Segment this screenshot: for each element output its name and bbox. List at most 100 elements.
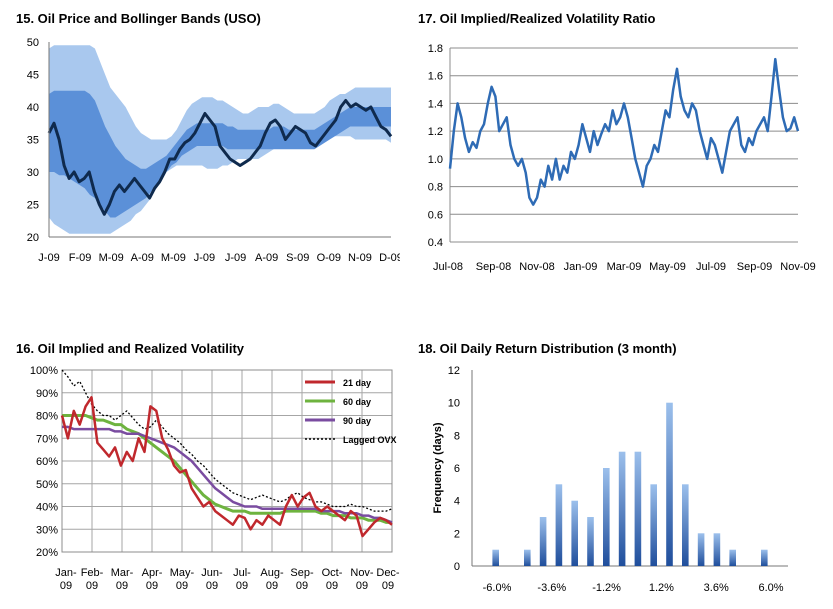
dist-bar xyxy=(634,451,642,566)
dist-x-tick-label: -3.6% xyxy=(537,582,566,594)
uso-y-tick-label: 30 xyxy=(27,167,39,179)
vol-y-tick-label: 100% xyxy=(30,365,58,377)
ratio-y-tick-label: 0.4 xyxy=(428,237,443,249)
uso-x-tick-label: F-09 xyxy=(69,252,92,264)
dist-x-tick-label: 3.6% xyxy=(704,582,729,594)
dist-bar xyxy=(666,402,673,566)
uso-x-tick-label: N-09 xyxy=(348,252,372,264)
uso-x-tick-label: A-09 xyxy=(131,252,154,264)
uso-x-tick-label: J-09 xyxy=(194,252,215,264)
uso-y-tick-label: 25 xyxy=(27,200,39,212)
vol-x-tick-label: Aug-09 xyxy=(260,567,284,592)
vol-x-tick-label: Dec-09 xyxy=(376,567,400,592)
vol-chart-title: 16. Oil Implied and Realized Volatility xyxy=(16,341,245,356)
ratio-x-tick-label: Jan-09 xyxy=(564,261,598,273)
vol-legend-label: 60 day xyxy=(343,397,371,407)
vol-y-tick-label: 80% xyxy=(36,411,58,423)
vol-x-tick-label: May-09 xyxy=(170,567,195,592)
uso-x-tick-label: D-09 xyxy=(379,252,400,264)
vol-chart-panel: 16. Oil Implied and Realized Volatility … xyxy=(0,330,410,609)
vol-legend-label: Lagged OVX xyxy=(343,435,397,445)
dist-x-tick-label: -6.0% xyxy=(483,582,512,594)
dist-bar xyxy=(587,517,594,566)
vol-y-tick-label: 50% xyxy=(36,479,58,491)
vol-y-tick-label: 30% xyxy=(36,524,58,536)
dist-y-tick-label: 2 xyxy=(454,528,460,540)
uso-y-tick-label: 20 xyxy=(27,232,39,244)
dist-x-tick-label: 6.0% xyxy=(758,582,783,594)
dist-chart-title: 18. Oil Daily Return Distribution (3 mon… xyxy=(418,341,677,356)
ratio-x-tick-label: Sep-08 xyxy=(476,261,511,273)
dist-bar xyxy=(682,484,689,566)
dist-y-tick-label: 6 xyxy=(454,463,460,475)
vol-y-tick-label: 60% xyxy=(36,456,58,468)
vol-legend-label: 90 day xyxy=(343,416,371,426)
ratio-x-tick-label: Nov-08 xyxy=(519,261,554,273)
vol-y-tick-label: 40% xyxy=(36,502,58,514)
ratio-x-tick-label: Sep-09 xyxy=(737,261,772,273)
ratio-y-tick-label: 1.2 xyxy=(428,126,443,138)
vol-x-tick-label: Nov-09 xyxy=(350,567,374,592)
ratio-chart-title: 17. Oil Implied/Realized Volatility Rati… xyxy=(418,11,656,26)
dist-y-tick-label: 4 xyxy=(454,496,460,508)
uso-x-tick-label: A-09 xyxy=(255,252,278,264)
ratio-chart-panel: 17. Oil Implied/Realized Volatility Rati… xyxy=(410,0,833,290)
ratio-x-tick-label: May-09 xyxy=(649,261,686,273)
dist-bar xyxy=(650,484,657,566)
vol-y-tick-label: 70% xyxy=(36,433,58,445)
vol-y-tick-label: 20% xyxy=(36,547,58,559)
vol-x-tick-label: Oct-09 xyxy=(322,567,343,592)
dist-y-tick-label: 12 xyxy=(448,365,460,377)
ratio-x-tick-label: Nov-09 xyxy=(780,261,815,273)
uso-y-tick-label: 45 xyxy=(27,70,39,82)
vol-x-tick-label: Jan-09 xyxy=(55,567,77,592)
dist-chart-svg: 0 2 4 6 8 10 12 -6.0% -3.6% -1.2% 1.2% 3.6% 6.0% Freq… xyxy=(432,365,788,594)
uso-y-tick-label: 35 xyxy=(27,135,39,147)
ratio-x-tick-label: Mar-09 xyxy=(607,261,642,273)
ratio-y-tick-label: 1.6 xyxy=(428,71,443,83)
dist-x-tick-label: -1.2% xyxy=(592,582,621,594)
vol-x-tick-label: Sep-09 xyxy=(290,567,314,592)
ratio-x-tick-label: Jul-09 xyxy=(696,261,726,273)
vol-y-tick-label: 90% xyxy=(36,388,58,400)
vol-chart-svg: 20% 30% 40% 50% 60% 70% 80% 90% 100% 21 day 60 day… xyxy=(30,365,400,592)
vol-x-tick-label: Jun-09 xyxy=(201,567,223,592)
vol-legend-label: 21 day xyxy=(343,378,371,388)
dist-bar xyxy=(492,549,499,566)
ratio-line xyxy=(448,57,800,206)
ratio-y-tick-label: 1.4 xyxy=(428,98,443,110)
vol-x-tick-label: Mar-09 xyxy=(111,567,134,592)
dist-bar xyxy=(618,451,626,566)
ratio-y-tick-label: 1.0 xyxy=(428,154,443,166)
dist-bar xyxy=(761,549,768,566)
uso-price-line xyxy=(47,99,393,216)
dist-bar xyxy=(555,484,563,566)
dist-y-axis-title: Frequency (days) xyxy=(432,422,444,513)
ratio-chart-svg: 0.4 0.6 0.8 1.0 1.2 1.4 1.6 1.8 Jul-08 Sep-08 Nov-… xyxy=(428,43,816,273)
dist-y-tick-label: 0 xyxy=(454,561,460,573)
inner-band xyxy=(49,90,391,218)
uso-x-tick-label: O-09 xyxy=(317,252,341,264)
vol-plot-border xyxy=(61,369,393,553)
uso-x-tick-label: J-09 xyxy=(225,252,246,264)
dist-bar xyxy=(524,549,531,566)
uso-chart-svg: 20 25 30 35 40 45 50 J-09 F-09 M-09 A-09 M-09 J-09 J-… xyxy=(27,37,400,264)
dist-bar xyxy=(713,533,721,566)
dist-chart-panel: 18. Oil Daily Return Distribution (3 mon… xyxy=(410,330,833,609)
uso-x-tick-label: M-09 xyxy=(99,252,124,264)
uso-x-tick-label: J-09 xyxy=(38,252,59,264)
dist-y-tick-label: 10 xyxy=(448,398,460,410)
ratio-x-tick-label: Jul-08 xyxy=(433,261,463,273)
dist-bar xyxy=(571,500,578,566)
uso-chart-panel: 15. Oil Price and Bollinger Bands (USO) … xyxy=(0,0,400,290)
dist-bar xyxy=(729,549,736,566)
dist-y-tick-label: 8 xyxy=(454,430,460,442)
vol-series-line-21-day xyxy=(60,396,393,538)
uso-x-tick-label: S-09 xyxy=(286,252,309,264)
dist-x-tick-label: 1.2% xyxy=(649,582,674,594)
vol-series-line-lagged-ovx xyxy=(61,369,393,512)
vol-x-tick-label: Jul-09 xyxy=(233,567,251,592)
dist-bar xyxy=(603,468,610,566)
uso-x-tick-label: M-09 xyxy=(161,252,186,264)
dist-bar xyxy=(697,533,705,566)
